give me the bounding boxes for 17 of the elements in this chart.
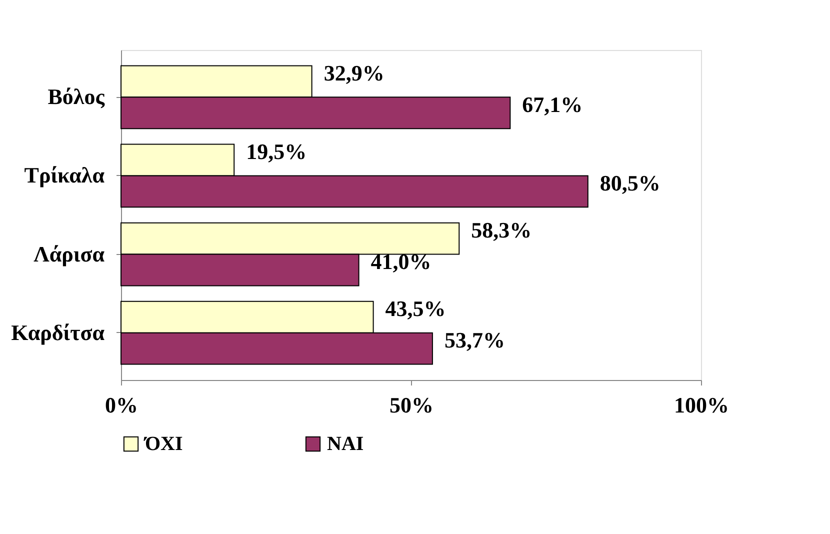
data-label: 80,5% xyxy=(600,170,660,196)
x-tick-label: 50% xyxy=(390,392,434,418)
y-tick-label: Βόλος xyxy=(48,84,106,110)
data-label: 53,7% xyxy=(444,328,505,353)
data-label: 32,9% xyxy=(324,60,384,86)
x-tick-label: 100% xyxy=(674,392,729,418)
x-tick-label: 0% xyxy=(105,392,138,418)
data-label: 19,5% xyxy=(246,139,307,164)
y-tick-label: Τρίκαλα xyxy=(24,162,106,188)
y-tick-label: Λάρισα xyxy=(34,241,106,266)
data-label: 41,0% xyxy=(370,249,432,274)
data-label: 58,3% xyxy=(471,218,532,243)
legend-label: ΝΑΙ xyxy=(327,433,364,455)
y-tick-label: Καρδίτσα xyxy=(11,320,106,345)
data-label: 43,5% xyxy=(385,296,446,322)
legend-label: ΌΧΙ xyxy=(143,433,183,455)
data-label: 67,1% xyxy=(522,92,583,117)
